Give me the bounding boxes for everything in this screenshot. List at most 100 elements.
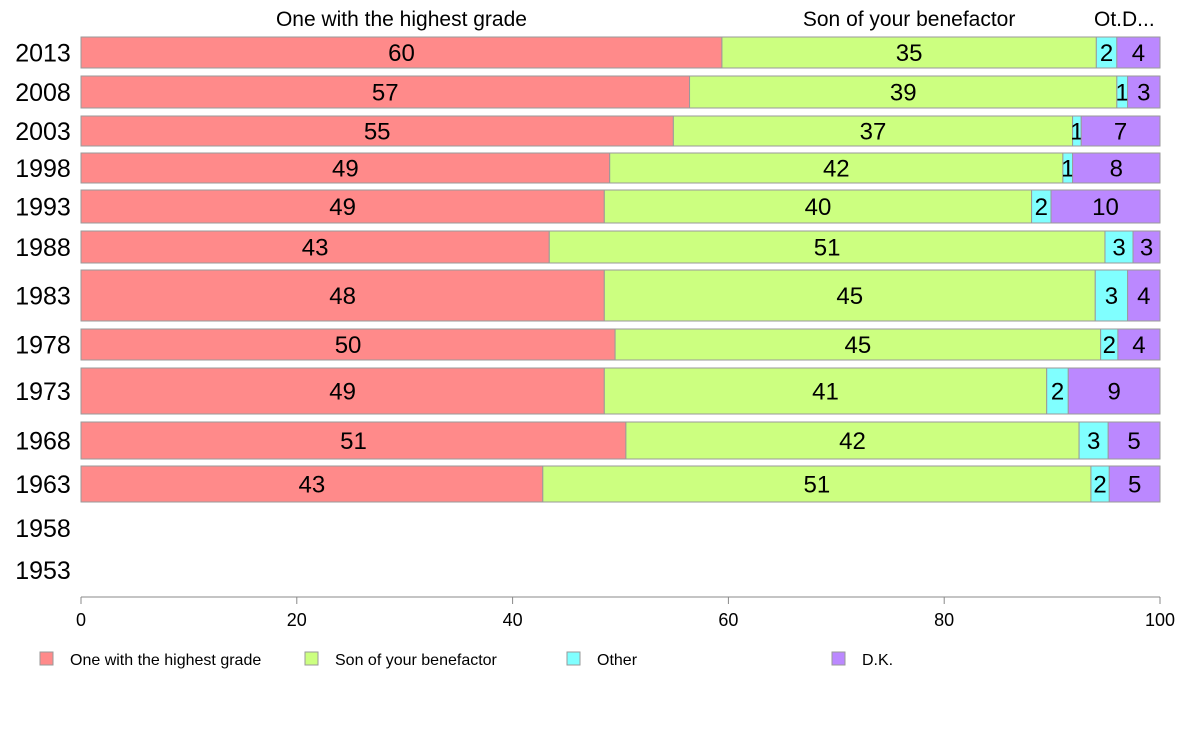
x-tick-label-20: 20 bbox=[287, 610, 307, 630]
segment-value-label: 1 bbox=[1061, 156, 1074, 183]
bar-segment-1983-3 bbox=[1127, 269, 1161, 322]
bar-segment-1968-1 bbox=[625, 421, 1080, 460]
segment-value-label: 3 bbox=[1087, 428, 1100, 455]
bar-segment-1978-1 bbox=[614, 328, 1102, 361]
segment-value-label: 4 bbox=[1132, 332, 1145, 359]
x-axis: 0 20 40 60 80 100 bbox=[76, 596, 1175, 630]
year-label-1983: 1983 bbox=[15, 283, 71, 311]
bar-segment-1978-3 bbox=[1117, 328, 1161, 361]
top-label-highest-grade: One with the highest grade bbox=[276, 8, 527, 31]
year-label-2003: 2003 bbox=[15, 118, 71, 146]
segment-value-label: 1 bbox=[1070, 119, 1083, 146]
segment-value-label: 43 bbox=[302, 235, 329, 262]
segment-value-label: 4 bbox=[1137, 283, 1150, 310]
year-label-1973: 1973 bbox=[15, 378, 71, 406]
bar-segment-2008-3 bbox=[1127, 75, 1161, 109]
top-label-other: Ot. bbox=[1094, 8, 1122, 31]
year-label-1998: 1998 bbox=[15, 155, 71, 183]
bar-segment-2003-0 bbox=[80, 115, 674, 147]
x-tick-label-40: 40 bbox=[503, 610, 523, 630]
segment-value-label: 5 bbox=[1127, 428, 1140, 455]
x-tick-label-0: 0 bbox=[76, 610, 86, 630]
top-label-benefactor: Son of your benefactor bbox=[803, 8, 1015, 31]
segment-value-label: 3 bbox=[1137, 80, 1150, 107]
bar-segment-1988-0 bbox=[80, 230, 550, 264]
segment-value-label: 43 bbox=[299, 472, 326, 499]
top-series-labels: One with the highest grade Son of your be… bbox=[276, 8, 1155, 31]
segment-value-label: 2 bbox=[1093, 472, 1106, 499]
bar-segment-2013-1 bbox=[721, 36, 1097, 69]
segment-value-label: 51 bbox=[804, 472, 831, 499]
segment-value-label: 3 bbox=[1140, 235, 1153, 262]
bar-segment-2013-0 bbox=[80, 36, 723, 69]
segment-value-label: 48 bbox=[329, 283, 356, 310]
segment-value-label: 7 bbox=[1114, 119, 1127, 146]
bar-segment-1988-1 bbox=[548, 230, 1106, 264]
segment-value-label: 8 bbox=[1110, 156, 1123, 183]
bar-segment-1963-0 bbox=[80, 465, 544, 503]
bar-segment-2003-1 bbox=[672, 115, 1074, 147]
segment-value-label: 55 bbox=[364, 119, 391, 146]
segment-value-label: 2 bbox=[1051, 379, 1064, 406]
year-label-1993: 1993 bbox=[15, 194, 71, 222]
bar-segment-2008-1 bbox=[689, 75, 1118, 109]
segment-value-label: 2 bbox=[1103, 332, 1116, 359]
x-tick-label-100: 100 bbox=[1145, 610, 1175, 630]
year-label-1988: 1988 bbox=[15, 234, 71, 262]
legend-swatch-3 bbox=[831, 651, 846, 666]
legend-label-1: Son of your benefactor bbox=[335, 652, 498, 669]
segment-value-label: 4 bbox=[1132, 40, 1145, 67]
segment-value-label: 3 bbox=[1112, 235, 1125, 262]
bar-segment-2008-0 bbox=[80, 75, 691, 109]
bar-segment-1983-1 bbox=[603, 269, 1096, 322]
segment-value-label: 49 bbox=[332, 156, 359, 183]
segment-value-label: 51 bbox=[814, 235, 841, 262]
bar-segment-1963-1 bbox=[542, 465, 1092, 503]
segment-value-label: 49 bbox=[329, 379, 356, 406]
bar-segment-1993-3 bbox=[1050, 189, 1161, 224]
segment-value-label: 45 bbox=[845, 332, 872, 359]
segment-value-label: 9 bbox=[1107, 379, 1120, 406]
legend-label-2: Other bbox=[597, 652, 638, 669]
legend-label-3: D.K. bbox=[862, 652, 893, 669]
legend-swatch-1 bbox=[304, 651, 319, 666]
year-label-2008: 2008 bbox=[15, 79, 71, 107]
bar-segment-1968-3 bbox=[1107, 421, 1161, 460]
year-label-2013: 2013 bbox=[15, 40, 71, 68]
segment-value-label: 50 bbox=[335, 332, 362, 359]
segment-value-label: 45 bbox=[836, 283, 863, 310]
segment-value-label: 2 bbox=[1100, 40, 1113, 67]
bar-segment-2003-3 bbox=[1080, 115, 1161, 147]
bar-segment-1983-0 bbox=[80, 269, 605, 322]
bar-segment-1993-1 bbox=[603, 189, 1033, 224]
segment-value-label: 42 bbox=[823, 156, 850, 183]
bar-segment-1998-1 bbox=[609, 152, 1064, 184]
segment-value-label: 2 bbox=[1035, 194, 1048, 221]
segment-value-label: 5 bbox=[1128, 472, 1141, 499]
segment-value-label: 10 bbox=[1092, 194, 1119, 221]
segment-value-label: 51 bbox=[340, 428, 367, 455]
segment-value-label: 57 bbox=[372, 80, 399, 107]
bar-segment-2013-3 bbox=[1116, 36, 1161, 69]
segment-value-label: 40 bbox=[805, 194, 832, 221]
segment-value-label: 3 bbox=[1105, 283, 1118, 310]
segment-value-label: 60 bbox=[388, 40, 415, 67]
segment-value-label: 42 bbox=[839, 428, 866, 455]
segment-value-label: 37 bbox=[860, 119, 887, 146]
year-label-1963: 1963 bbox=[15, 471, 71, 499]
bar-segment-1998-3 bbox=[1072, 152, 1161, 184]
legend-swatch-0 bbox=[39, 651, 54, 666]
year-axis-labels: 2013 2008 2003 1998 1993 1988 1983 1978 1973 1968… bbox=[15, 40, 71, 586]
bar-segment-1993-0 bbox=[80, 189, 605, 224]
x-tick-label-80: 80 bbox=[934, 610, 954, 630]
x-tick-label-60: 60 bbox=[718, 610, 738, 630]
bar-segment-1973-0 bbox=[80, 367, 605, 415]
segment-value-label: 41 bbox=[812, 379, 839, 406]
segment-value-label: 49 bbox=[329, 194, 356, 221]
segment-value-label: 39 bbox=[890, 80, 917, 107]
bar-segment-1988-2 bbox=[1104, 230, 1134, 264]
year-label-1968: 1968 bbox=[15, 428, 71, 456]
legend-label-0: One with the highest grade bbox=[70, 652, 261, 669]
bar-segment-1973-3 bbox=[1067, 367, 1161, 415]
